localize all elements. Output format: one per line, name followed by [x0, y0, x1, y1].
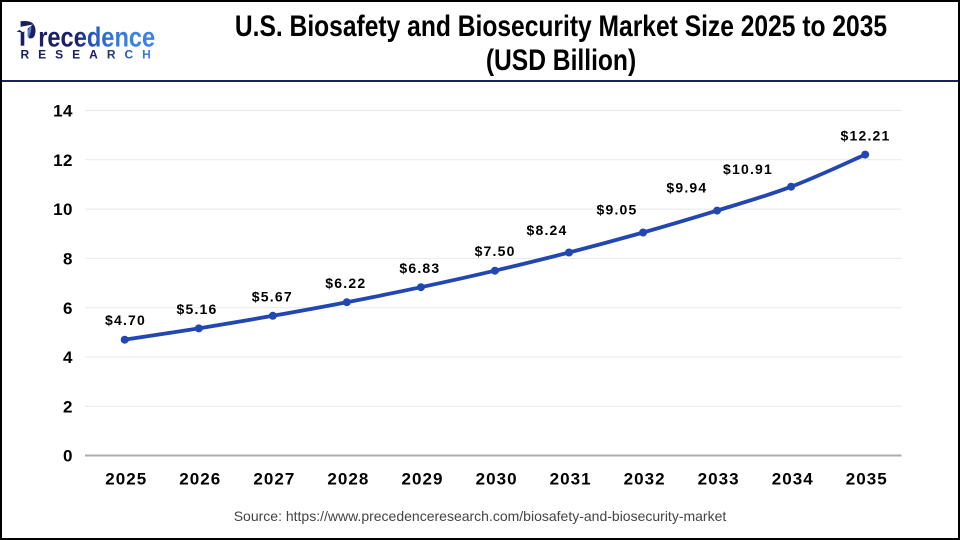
- svg-text:2031: 2031: [550, 470, 592, 489]
- svg-text:RESEARCH: RESEARCH: [21, 48, 160, 60]
- svg-text:4: 4: [63, 348, 73, 367]
- svg-text:2033: 2033: [698, 470, 740, 489]
- svg-text:$5.16: $5.16: [176, 301, 217, 317]
- svg-text:2028: 2028: [327, 470, 369, 489]
- svg-text:10: 10: [53, 200, 73, 219]
- svg-text:2029: 2029: [401, 470, 443, 489]
- svg-text:$12.21: $12.21: [840, 128, 890, 144]
- svg-text:recedence: recedence: [38, 23, 155, 53]
- svg-text:12: 12: [53, 151, 73, 170]
- svg-text:2035: 2035: [846, 470, 888, 489]
- svg-text:2034: 2034: [772, 470, 814, 489]
- svg-text:$7.50: $7.50: [475, 243, 516, 259]
- svg-text:$6.22: $6.22: [325, 275, 366, 291]
- svg-text:$9.05: $9.05: [596, 201, 637, 217]
- svg-text:$9.94: $9.94: [666, 179, 707, 195]
- svg-text:$4.70: $4.70: [105, 312, 146, 328]
- svg-text:2025: 2025: [105, 470, 147, 489]
- svg-text:2027: 2027: [253, 470, 295, 489]
- svg-text:$5.67: $5.67: [252, 288, 293, 304]
- svg-text:2032: 2032: [624, 470, 666, 489]
- svg-text:8: 8: [63, 250, 73, 269]
- svg-text:2: 2: [63, 397, 73, 416]
- svg-text:2030: 2030: [476, 470, 518, 489]
- svg-text:$8.24: $8.24: [526, 222, 567, 238]
- svg-text:$6.83: $6.83: [399, 260, 440, 276]
- svg-text:6: 6: [63, 299, 73, 318]
- svg-text:0: 0: [63, 447, 73, 466]
- svg-text:$10.91: $10.91: [723, 161, 773, 177]
- svg-text:2026: 2026: [179, 470, 221, 489]
- svg-text:14: 14: [53, 102, 73, 121]
